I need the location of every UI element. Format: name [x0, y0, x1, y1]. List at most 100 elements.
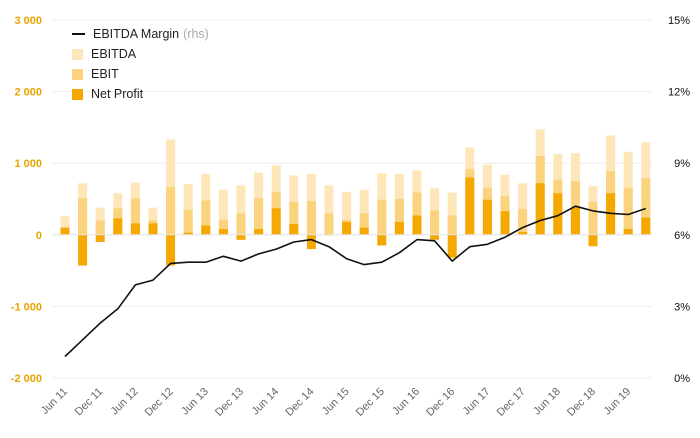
bar-ebit [183, 209, 193, 235]
bar-net-profit [482, 199, 492, 235]
bar-net-profit [236, 234, 246, 240]
bar-net-profit [535, 183, 545, 235]
bar-ebitda [324, 185, 334, 235]
bar-ebit [130, 198, 140, 235]
x-tick-label: Jun 18 [531, 386, 563, 418]
x-tick-label: Jun 15 [320, 386, 352, 418]
bar-net-profit [430, 234, 440, 240]
right-tick-label: 6% [674, 230, 690, 242]
left-tick-label: -2 000 [11, 373, 42, 385]
left-tick-label: 3 000 [14, 15, 42, 27]
bar-net-profit [254, 229, 264, 235]
bar-net-profit [342, 221, 352, 235]
bar-net-profit [201, 225, 211, 235]
right-tick-label: 12% [668, 87, 690, 99]
x-tick-label: Dec 11 [73, 386, 106, 419]
bar-ebit [359, 213, 369, 235]
x-tick-label: Jun 17 [461, 386, 493, 418]
legend-label-ebit: EBIT [91, 67, 119, 81]
legend-swatch-ebit [72, 68, 83, 80]
right-tick-label: 15% [668, 15, 690, 27]
right-tick-label: 9% [674, 158, 690, 170]
bar-ebitda [218, 189, 228, 235]
bar-ebit [394, 199, 404, 235]
x-tick-label: Jun 19 [601, 386, 633, 418]
bars [60, 129, 651, 266]
bar-ebit [95, 220, 105, 235]
legend-line-swatch [72, 33, 85, 35]
legend-rhs-note: (rhs) [183, 27, 209, 41]
legend-label-ebitda: EBITDA [91, 47, 137, 61]
bar-net-profit [394, 221, 404, 235]
x-tick-label: Jun 13 [179, 386, 211, 418]
bar-net-profit [306, 234, 316, 250]
bar-net-profit [500, 211, 510, 235]
legend-label-net-profit: Net Profit [91, 87, 144, 101]
bar-net-profit [289, 224, 299, 235]
bar-ebit [218, 219, 228, 235]
bar-net-profit [377, 234, 387, 246]
ebitda-margin-line [64, 205, 647, 358]
bar-ebit [623, 188, 633, 235]
bar-ebit [289, 201, 299, 235]
right-tick-label: 0% [674, 373, 690, 385]
legend-swatch-ebitda [72, 48, 83, 60]
bar-ebit [447, 215, 457, 235]
bar-ebit [166, 186, 176, 235]
bar-ebit [412, 192, 422, 235]
bar-ebit [236, 213, 246, 235]
x-tick-label: Dec 13 [213, 386, 246, 419]
bar-ebit [254, 198, 264, 235]
bar-ebit [377, 199, 387, 235]
x-tick-label: Dec 17 [495, 386, 528, 419]
margin-line-layer [64, 205, 647, 358]
bar-ebit [518, 209, 528, 235]
x-tick-label: Dec 12 [143, 386, 176, 419]
bar-ebitda [236, 185, 246, 235]
bar-ebitda [342, 191, 352, 235]
left-tick-label: 0 [36, 230, 42, 242]
bar-net-profit [166, 234, 176, 266]
x-tick-label: Dec 15 [354, 386, 387, 419]
legend-item-ebitda-margin[interactable]: EBITDA Margin (rhs) [72, 24, 209, 44]
bar-net-profit [359, 227, 369, 235]
bar-ebit [78, 198, 88, 235]
bar-net-profit [60, 227, 70, 235]
legend-swatch-net-profit [72, 88, 83, 100]
bar-ebit [324, 213, 334, 235]
x-tick-label: Dec 16 [424, 386, 457, 419]
bar-ebitda [359, 189, 369, 235]
bar-net-profit [78, 234, 88, 266]
bar-net-profit [130, 223, 140, 235]
x-tick-label: Jun 12 [109, 386, 141, 418]
bar-ebit [306, 201, 316, 235]
bar-net-profit [183, 232, 193, 235]
bar-net-profit [465, 177, 475, 235]
legend-item-net-profit[interactable]: Net Profit [72, 84, 209, 104]
legend-label-ebitda-margin: EBITDA Margin [93, 27, 180, 41]
left-tick-label: -1 000 [11, 301, 42, 313]
bar-ebit [588, 201, 598, 235]
left-tick-label: 1 000 [14, 158, 42, 170]
bar-ebit [430, 210, 440, 235]
legend-item-ebit[interactable]: EBIT [72, 64, 209, 84]
bar-net-profit [570, 207, 580, 235]
legend: EBITDA Margin (rhs) EBITDA EBIT Net Prof… [72, 24, 209, 104]
legend-item-ebitda[interactable]: EBITDA [72, 44, 209, 64]
bar-net-profit [113, 218, 123, 235]
bar-net-profit [271, 208, 281, 235]
x-tick-label: Dec 14 [283, 386, 316, 419]
bar-ebitda [183, 183, 193, 235]
bar-net-profit [148, 223, 158, 235]
bar-net-profit [588, 234, 598, 247]
bar-net-profit [553, 193, 563, 235]
bar-net-profit [447, 234, 457, 258]
left-tick-label: 2 000 [14, 87, 42, 99]
bar-net-profit [623, 229, 633, 235]
bar-net-profit [641, 217, 651, 235]
bar-net-profit [518, 231, 528, 235]
right-tick-label: 3% [674, 301, 690, 313]
x-tick-label: Jun 16 [390, 386, 422, 418]
